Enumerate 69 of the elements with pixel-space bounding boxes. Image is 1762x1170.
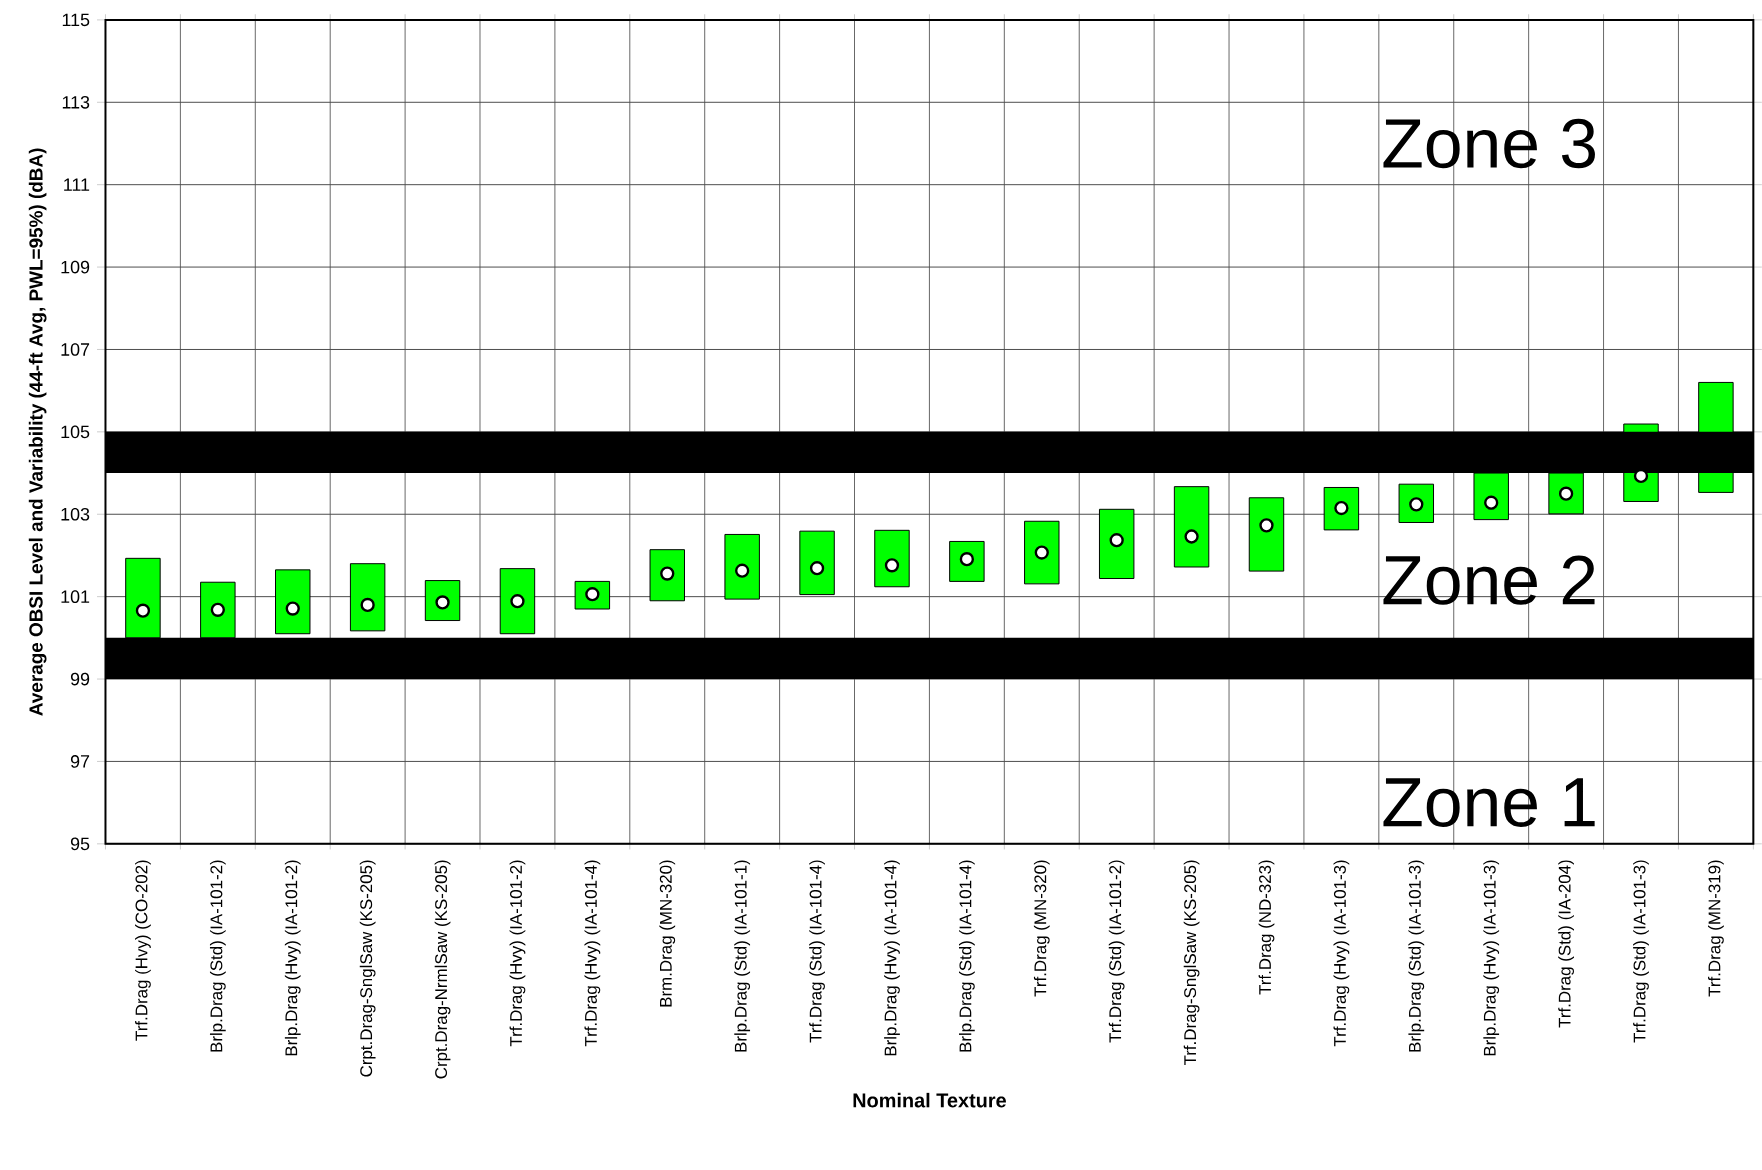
point	[285, 601, 300, 616]
x-tick-label: Trf.Drag (MN-320)	[1033, 860, 1050, 997]
x-axis-title: Nominal Texture	[853, 1092, 1006, 1108]
annotation: Zone 1	[1383, 778, 1595, 827]
point	[1334, 500, 1349, 516]
point	[210, 602, 225, 617]
x-tick-label: Trf.Drag (Hvy) (IA-101-3)	[1333, 860, 1350, 1047]
bar	[799, 530, 835, 595]
point	[660, 566, 675, 581]
x-tick-label: Trf.Drag-SnglSaw (KS-205)	[1183, 860, 1200, 1066]
point	[1484, 495, 1499, 510]
point	[1184, 529, 1199, 544]
point	[135, 603, 151, 618]
y-tick-label: 115	[62, 13, 90, 27]
bar	[724, 533, 760, 600]
x-tick-label: Brlp.Drag (Std) (IA-101-2)	[209, 860, 226, 1052]
point	[809, 560, 825, 576]
point	[884, 558, 900, 573]
x-tick-label: Trf.Drag (ND-323)	[1258, 860, 1275, 995]
bar	[1248, 497, 1285, 572]
x-tick-label: Brm.Drag (MN-320)	[659, 860, 676, 1007]
point	[1409, 497, 1424, 512]
x-tick-label: Brlp.Drag (Std) (IA-101-1)	[734, 860, 751, 1052]
x-tick-label: Brlp.Drag (Hvy) (IA-101-2)	[284, 860, 301, 1056]
y-tick-label: 109	[61, 260, 90, 274]
x-tick-label: Trf.Drag (Std) (IA-204)	[1558, 860, 1574, 1028]
point	[959, 551, 975, 567]
x-tick-label: Trf.Drag (MN-319)	[1708, 860, 1724, 997]
point	[585, 586, 600, 602]
bar	[275, 569, 311, 635]
x-tick-label: Brlp.Drag (Std) (IA-101-4)	[958, 860, 975, 1052]
x-tick-label: Trf.Drag (Std) (IA-101-4)	[809, 860, 825, 1043]
y-tick-label: 97	[70, 754, 90, 768]
annotation: Zone 3	[1383, 118, 1595, 169]
point	[1558, 486, 1574, 501]
y-tick-label: 103	[61, 507, 90, 521]
x-tick-label: Brlp.Drag (Hvy) (IA-101-3)	[1483, 860, 1500, 1056]
bar	[1173, 486, 1210, 568]
x-tick-label: Trf.Drag (Hvy) (CO-202)	[135, 860, 151, 1041]
x-tick-label: Crpt.Drag-SnglSaw (KS-205)	[359, 860, 376, 1077]
x-tick-label: Brlp.Drag (Std) (IA-101-3)	[1408, 860, 1425, 1052]
x-tick-label: Crpt.Drag-NrmlSaw (KS-205)	[434, 860, 451, 1079]
point	[1259, 518, 1274, 533]
point	[510, 593, 525, 609]
y-axis-title: Average OBSI Level and Variability (44-ft Avg, PWL=95%) (dBA)	[28, 148, 47, 716]
x-tick-label: Trf.Drag (Std) (IA-101-2)	[1108, 860, 1125, 1043]
point	[735, 563, 750, 578]
y-tick-label: 105	[61, 425, 90, 439]
x-tick-label: Trf.Drag (Hvy) (IA-101-2)	[509, 860, 526, 1047]
y-tick-label: 113	[62, 95, 90, 109]
y-tick-label: 101	[61, 590, 90, 603]
point	[1109, 532, 1124, 548]
bar	[649, 549, 685, 602]
x-tick-label: Trf.Drag (Std) (IA-101-3)	[1633, 860, 1649, 1043]
bar	[874, 529, 910, 588]
bar	[499, 568, 536, 635]
annotation: Zone 2	[1383, 555, 1595, 605]
y-tick-label: 107	[61, 343, 90, 356]
bar	[349, 563, 386, 632]
bar	[1098, 508, 1135, 579]
y-tick-label: 111	[64, 178, 90, 191]
x-tick-label: Brlp.Drag (Hvy) (IA-101-4)	[884, 860, 900, 1056]
y-tick-label: 95	[70, 837, 90, 851]
x-tick-label: Trf.Drag (Hvy) (IA-101-4)	[584, 860, 601, 1047]
point	[1034, 545, 1049, 560]
point	[435, 595, 450, 610]
bar	[1024, 520, 1060, 585]
point	[360, 597, 375, 612]
y-tick-label: 99	[70, 672, 90, 686]
